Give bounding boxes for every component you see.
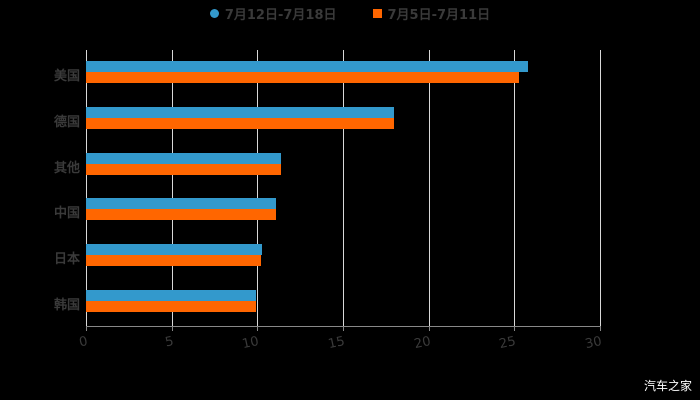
legend-label: 7月12日-7月18日: [224, 8, 337, 23]
legend-square-icon: [372, 9, 382, 18]
axis-tick: [86, 326, 87, 331]
x-tick-label: 30: [583, 334, 604, 353]
bar[interactable]: [86, 244, 263, 256]
axis-tick: [514, 326, 516, 331]
legend-dot-icon: [209, 9, 219, 18]
category-label: 其他: [53, 160, 80, 176]
category-label: 中国: [53, 206, 80, 222]
x-tick-label: 15: [326, 334, 347, 353]
axis-tick: [171, 326, 173, 331]
bar[interactable]: [86, 255, 261, 267]
legend-label: 7月5日-7月11日: [387, 8, 491, 23]
watermark: 汽车之家: [643, 379, 692, 393]
gridline: [600, 50, 601, 326]
axis-tick: [257, 326, 259, 331]
bar[interactable]: [86, 163, 282, 175]
x-tick-label: 0: [77, 334, 90, 351]
x-axis: [86, 326, 600, 327]
bar[interactable]: [86, 209, 277, 221]
chart-legend: 7月12日-7月18日 7月5日-7月11日: [0, 4, 700, 23]
category-label: 韩国: [53, 298, 80, 313]
legend-item-series-1[interactable]: 7月12日-7月18日: [209, 4, 337, 23]
gridline: [428, 50, 430, 326]
gridline: [86, 50, 87, 326]
bar[interactable]: [86, 290, 256, 301]
bar[interactable]: [86, 61, 529, 72]
gridline: [343, 50, 344, 326]
axis-tick: [428, 326, 430, 331]
bar[interactable]: [86, 198, 277, 210]
x-tick-label: 5: [163, 334, 175, 351]
x-tick-label: 25: [498, 334, 518, 353]
category-label: 德国: [53, 114, 80, 130]
bar[interactable]: [86, 301, 256, 312]
bar[interactable]: [86, 152, 282, 164]
gridline: [514, 50, 516, 326]
bar[interactable]: [86, 117, 395, 129]
bar[interactable]: [86, 72, 520, 83]
x-tick-label: 10: [241, 334, 261, 353]
x-tick-label: 20: [412, 334, 432, 353]
gridline: [257, 50, 259, 326]
gridline: [171, 50, 173, 326]
legend-item-series-2[interactable]: 7月5日-7月11日: [372, 4, 491, 23]
bar[interactable]: [86, 106, 395, 118]
axis-tick: [600, 326, 601, 331]
category-label: 日本: [53, 252, 80, 268]
axis-tick: [343, 326, 344, 331]
category-label: 美国: [53, 69, 80, 84]
